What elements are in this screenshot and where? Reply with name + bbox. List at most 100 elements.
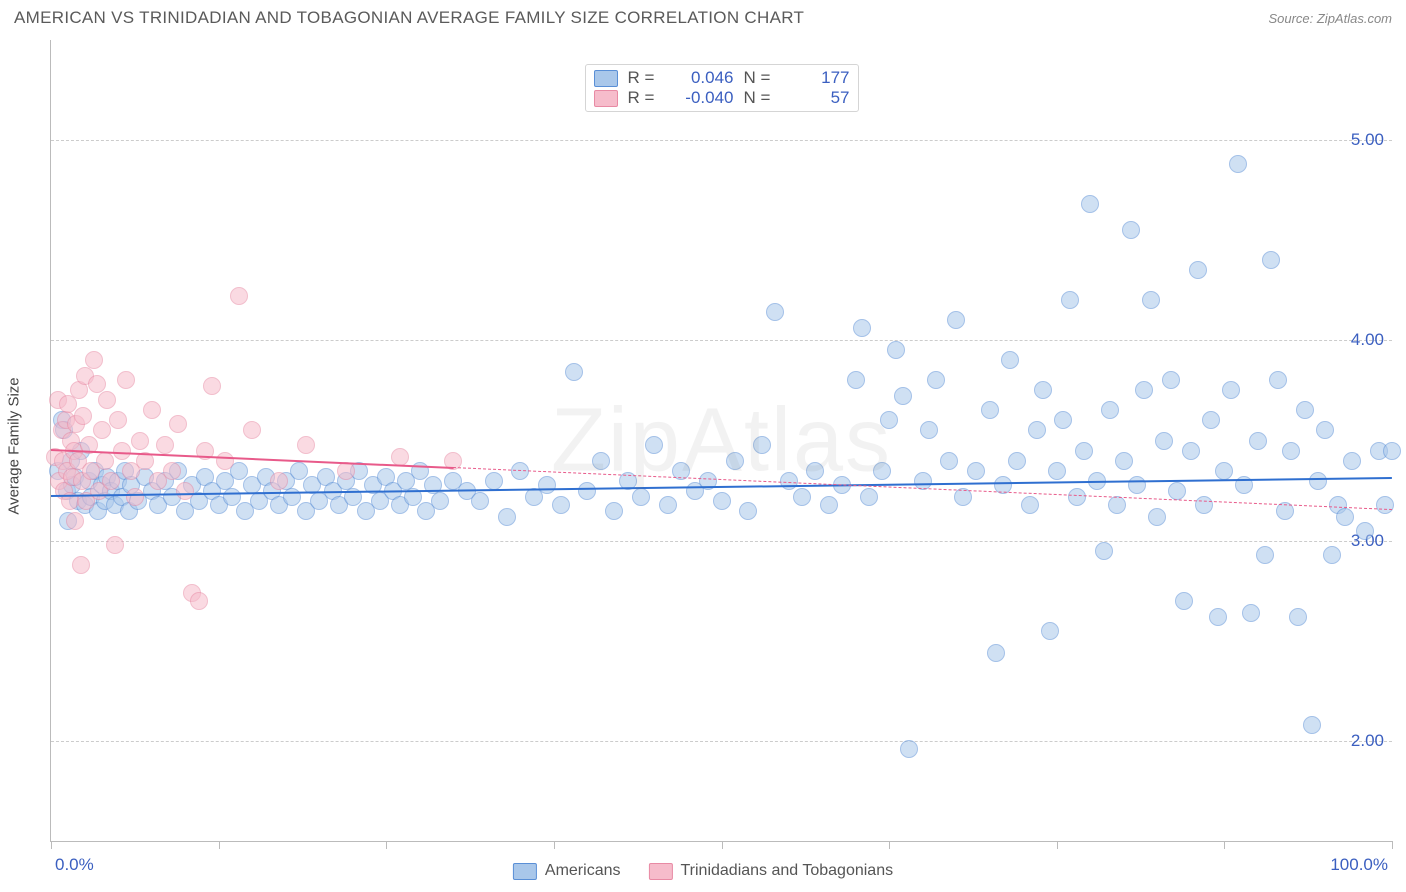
data-point	[1269, 371, 1287, 389]
header: AMERICAN VS TRINIDADIAN AND TOBAGONIAN A…	[0, 0, 1406, 32]
data-point	[1081, 195, 1099, 213]
data-point	[940, 452, 958, 470]
data-point	[106, 536, 124, 554]
data-point	[1229, 155, 1247, 173]
data-point	[592, 452, 610, 470]
data-point	[72, 556, 90, 574]
data-point	[565, 363, 583, 381]
legend-swatch	[648, 863, 672, 880]
legend-swatch	[594, 90, 618, 107]
x-axis-max-label: 100.0%	[1330, 855, 1388, 875]
data-point	[1101, 401, 1119, 419]
data-point	[88, 375, 106, 393]
data-point	[471, 492, 489, 510]
data-point	[1182, 442, 1200, 460]
data-point	[1034, 381, 1052, 399]
data-point	[411, 462, 429, 480]
data-point	[126, 488, 144, 506]
data-point	[632, 488, 650, 506]
data-point	[156, 436, 174, 454]
gridline	[51, 140, 1392, 141]
data-point	[1195, 496, 1213, 514]
data-point	[726, 452, 744, 470]
data-point	[1068, 488, 1086, 506]
data-point	[806, 462, 824, 480]
data-point	[1376, 496, 1394, 514]
data-point	[109, 411, 127, 429]
data-point	[216, 452, 234, 470]
data-point	[1061, 291, 1079, 309]
data-point	[1115, 452, 1133, 470]
data-point	[873, 462, 891, 480]
data-point	[981, 401, 999, 419]
data-point	[283, 488, 301, 506]
data-point	[1222, 381, 1240, 399]
legend-r-label: R =	[628, 88, 664, 108]
data-point	[739, 502, 757, 520]
legend-r-value: 0.046	[674, 68, 734, 88]
data-point	[793, 488, 811, 506]
chart-area: 2.003.004.005.00 ZipAtlas R =0.046N =177…	[50, 40, 1392, 842]
legend-n-value: 57	[790, 88, 850, 108]
data-point	[1282, 442, 1300, 460]
data-point	[1262, 251, 1280, 269]
legend-r-value: -0.040	[674, 88, 734, 108]
data-point	[1356, 522, 1374, 540]
legend-label: Americans	[545, 862, 621, 880]
data-point	[66, 512, 84, 530]
data-point	[1296, 401, 1314, 419]
data-point	[1155, 432, 1173, 450]
data-point	[1108, 496, 1126, 514]
data-point	[605, 502, 623, 520]
plot-area: 2.003.004.005.00	[51, 40, 1392, 841]
legend-label: Trinidadians and Tobagonians	[680, 862, 893, 880]
data-point	[1336, 508, 1354, 526]
legend-series: Americans Trinidadians and Tobagonians	[513, 862, 893, 880]
y-tick-label: 4.00	[1351, 330, 1384, 350]
x-tick	[889, 841, 890, 849]
data-point	[900, 740, 918, 758]
data-point	[920, 421, 938, 439]
data-point	[1148, 508, 1166, 526]
y-axis-title: Average Family Size	[6, 377, 23, 514]
data-point	[1021, 496, 1039, 514]
gridline	[51, 541, 1392, 542]
data-point	[987, 644, 1005, 662]
x-axis-min-label: 0.0%	[55, 855, 94, 875]
data-point	[1343, 452, 1361, 470]
data-point	[967, 462, 985, 480]
data-point	[169, 415, 187, 433]
data-point	[894, 387, 912, 405]
gridline	[51, 340, 1392, 341]
data-point	[1001, 351, 1019, 369]
data-point	[927, 371, 945, 389]
data-point	[230, 287, 248, 305]
data-point	[431, 492, 449, 510]
data-point	[1054, 411, 1072, 429]
data-point	[74, 407, 92, 425]
data-point	[1135, 381, 1153, 399]
data-point	[102, 472, 120, 490]
data-point	[117, 371, 135, 389]
data-point	[113, 442, 131, 460]
data-point	[1383, 442, 1401, 460]
data-point	[820, 496, 838, 514]
data-point	[1095, 542, 1113, 560]
data-point	[1041, 622, 1059, 640]
data-point	[143, 401, 161, 419]
x-tick	[51, 841, 52, 849]
data-point	[880, 411, 898, 429]
x-tick	[386, 841, 387, 849]
data-point	[1008, 452, 1026, 470]
data-point	[766, 303, 784, 321]
data-point	[203, 377, 221, 395]
legend-row: R =0.046N =177	[594, 68, 850, 88]
data-point	[485, 472, 503, 490]
x-tick	[1057, 841, 1058, 849]
data-point	[1209, 608, 1227, 626]
data-point	[223, 488, 241, 506]
legend-correlation: R =0.046N =177R =-0.040N =57	[585, 64, 859, 112]
data-point	[552, 496, 570, 514]
legend-swatch	[594, 70, 618, 87]
data-point	[85, 351, 103, 369]
